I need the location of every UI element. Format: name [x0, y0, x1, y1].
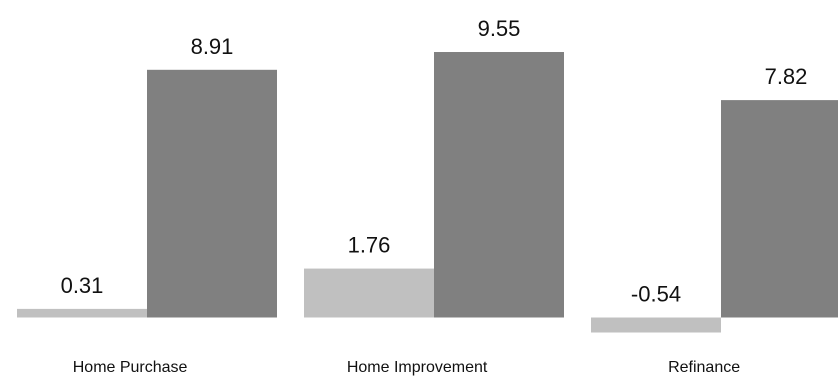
- category-label-home-purchase: Home Purchase: [73, 359, 188, 376]
- bar-home-purchase-series-2: [147, 69, 277, 318]
- data-label-refinance-series-1: -0.54: [631, 282, 681, 307]
- data-label-home-purchase-series-1: 0.31: [61, 273, 104, 298]
- bar-home-improvement-series-2: [434, 52, 564, 318]
- bar-home-purchase-series-1: [17, 308, 147, 318]
- data-label-refinance-series-2: 7.82: [765, 64, 808, 89]
- data-label-home-improvement-series-1: 1.76: [348, 233, 391, 258]
- data-labels-layer: 0.31 8.91 1.76 9.55 -0.54 7.82: [61, 16, 808, 306]
- category-labels-layer: Home Purchase Home Improvement Refinance: [73, 359, 740, 376]
- bar-refinance-series-2: [721, 100, 838, 318]
- bar-home-improvement-series-1: [304, 268, 434, 318]
- data-label-home-purchase-series-2: 8.91: [191, 34, 234, 59]
- bar-refinance-series-1: [591, 317, 721, 333]
- data-label-home-improvement-series-2: 9.55: [478, 16, 521, 41]
- bars-layer: [17, 52, 838, 333]
- category-label-refinance: Refinance: [668, 359, 740, 376]
- category-label-home-improvement: Home Improvement: [347, 359, 488, 376]
